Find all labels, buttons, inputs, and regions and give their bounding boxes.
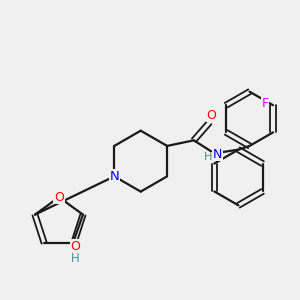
Text: H: H — [71, 252, 80, 265]
Text: N: N — [110, 170, 119, 183]
Text: H: H — [203, 152, 212, 162]
Text: O: O — [206, 109, 216, 122]
Text: O: O — [70, 240, 80, 253]
Text: N: N — [213, 148, 222, 160]
Text: O: O — [54, 191, 64, 204]
Text: F: F — [261, 97, 268, 110]
